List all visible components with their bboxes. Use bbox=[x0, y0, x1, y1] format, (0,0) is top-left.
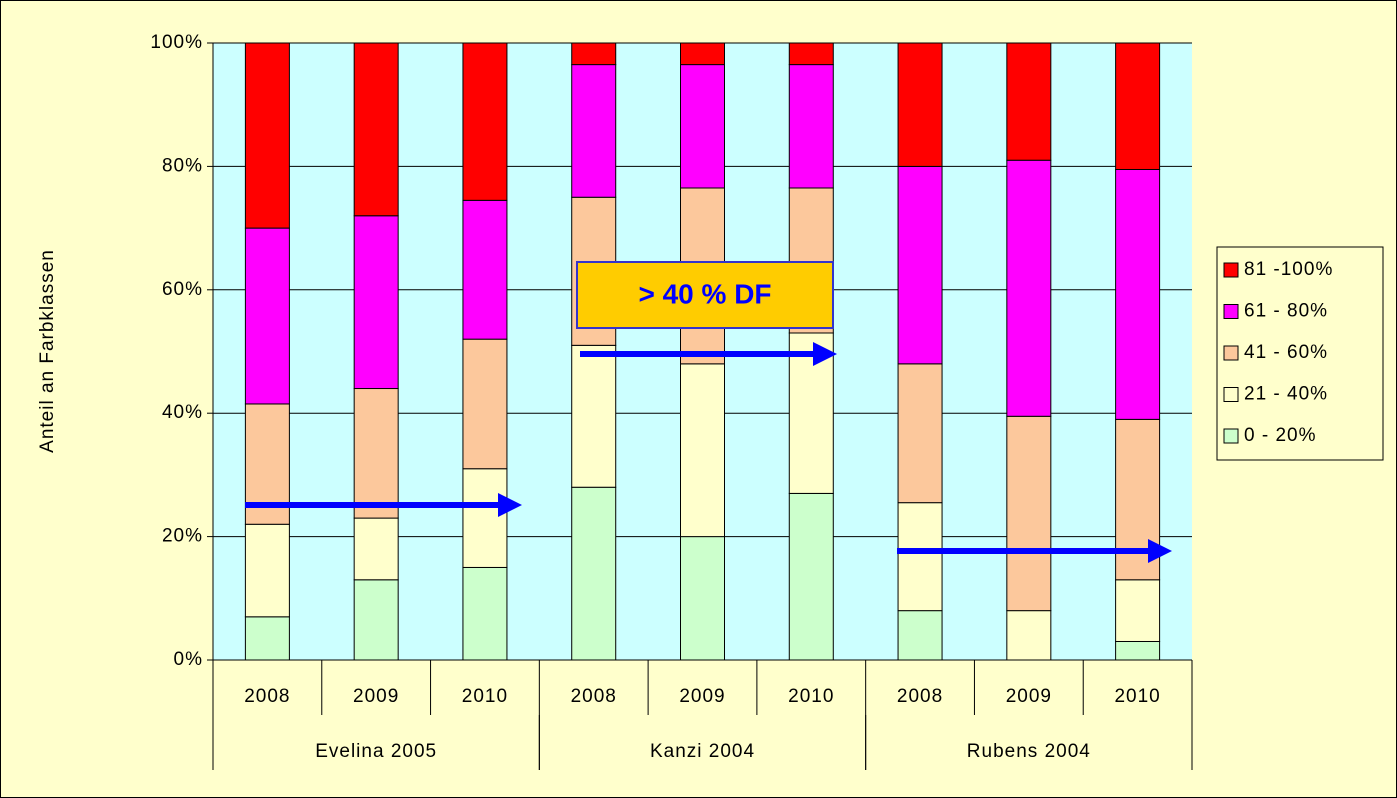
x-tick-label: 2010 bbox=[1114, 686, 1160, 707]
bar-segment bbox=[353, 388, 399, 519]
y-tick-label: 80% bbox=[162, 155, 203, 176]
bar-segment bbox=[244, 616, 290, 661]
legend-box bbox=[1216, 246, 1384, 461]
bar-segment bbox=[788, 64, 834, 189]
bar-segment bbox=[897, 363, 943, 504]
legend-swatch bbox=[1223, 304, 1239, 319]
bar-segment bbox=[462, 338, 508, 470]
legend-label: 61 - 80% bbox=[1244, 301, 1328, 322]
bar-segment bbox=[353, 517, 399, 581]
bar-segment bbox=[1115, 42, 1161, 170]
legend-label: 41 - 60% bbox=[1244, 342, 1328, 363]
bar-segment bbox=[897, 610, 943, 661]
bar-segment bbox=[462, 42, 508, 201]
legend-swatch bbox=[1223, 345, 1239, 361]
bar-segment bbox=[244, 523, 290, 618]
y-tick-label: 60% bbox=[162, 279, 203, 300]
legend-label: 0 - 20% bbox=[1244, 425, 1316, 446]
bar-segment bbox=[462, 199, 508, 340]
group-label: Evelina 2005 bbox=[315, 741, 437, 762]
group-label: Kanzi 2004 bbox=[650, 741, 755, 762]
bar-segment bbox=[571, 486, 617, 661]
bar-segment bbox=[897, 42, 943, 167]
bar-segment bbox=[571, 64, 617, 198]
bar-segment bbox=[571, 42, 617, 66]
y-tick-label: 40% bbox=[162, 402, 203, 423]
bar-segment bbox=[1115, 579, 1161, 642]
y-tick-label: 20% bbox=[162, 526, 203, 547]
bar-segment bbox=[244, 227, 290, 405]
legend-swatch bbox=[1223, 428, 1239, 444]
x-tick-label: 2008 bbox=[244, 686, 290, 707]
bar-segment bbox=[353, 42, 399, 217]
x-tick-label: 2008 bbox=[571, 686, 617, 707]
bar-segment bbox=[1006, 610, 1052, 661]
bar-segment bbox=[1115, 418, 1161, 581]
legend-label: 81 -100% bbox=[1244, 259, 1333, 280]
bar-segment bbox=[462, 468, 508, 568]
bar-segment bbox=[1006, 415, 1052, 612]
x-tick-label: 2009 bbox=[353, 686, 399, 707]
bar-segment bbox=[1115, 640, 1161, 661]
bar-segment bbox=[680, 42, 725, 66]
bar-segment bbox=[788, 492, 834, 661]
annotation-box bbox=[576, 261, 834, 329]
x-tick-label: 2009 bbox=[679, 686, 725, 707]
bar-segment bbox=[571, 344, 617, 488]
x-tick-label: 2009 bbox=[1006, 686, 1052, 707]
y-tick-label: 0% bbox=[174, 649, 203, 670]
legend-swatch bbox=[1223, 262, 1239, 278]
bar-segment bbox=[680, 64, 725, 189]
bar-segment bbox=[1006, 42, 1052, 161]
y-axis-label: Anteil an Farbklassen bbox=[37, 249, 58, 453]
x-tick-label: 2010 bbox=[788, 686, 834, 707]
annotation-text: > 40 % DF bbox=[638, 278, 771, 309]
x-tick-label: 2010 bbox=[462, 686, 508, 707]
bar-segment bbox=[897, 165, 943, 365]
bar-segment bbox=[1006, 159, 1052, 417]
legend-label: 21 - 40% bbox=[1244, 384, 1328, 405]
bar-segment bbox=[788, 42, 834, 66]
bar-segment bbox=[680, 363, 725, 538]
bar-segment bbox=[897, 502, 943, 612]
bar-segment bbox=[1115, 168, 1161, 420]
bar-segment bbox=[244, 42, 290, 229]
bar-segment bbox=[353, 215, 399, 390]
bar-segment bbox=[462, 566, 508, 661]
bar-segment bbox=[353, 579, 399, 661]
legend-swatch bbox=[1223, 387, 1239, 402]
y-tick-label: 100% bbox=[150, 32, 203, 53]
bar-segment bbox=[680, 536, 725, 661]
bar-segment bbox=[788, 332, 834, 494]
x-tick-label: 2008 bbox=[897, 686, 943, 707]
group-label: Rubens 2004 bbox=[967, 741, 1091, 762]
